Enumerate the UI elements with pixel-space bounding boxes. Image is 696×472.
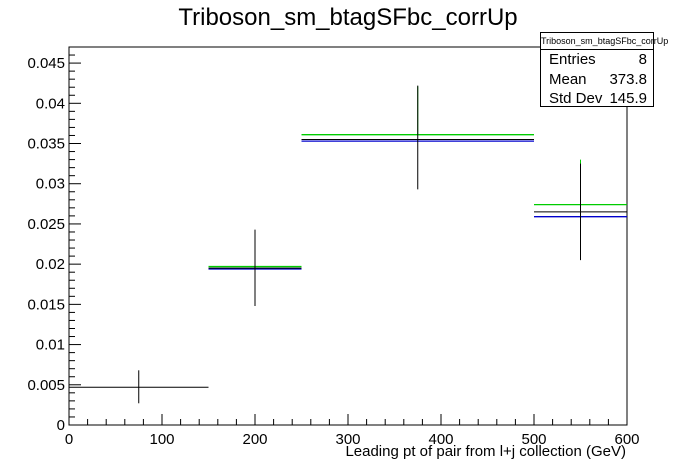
x-tick-label: 300 — [335, 431, 360, 448]
y-tick-label: 0.02 — [36, 256, 65, 273]
stats-std-row: Std Dev 145.9 — [541, 89, 653, 109]
y-tick-label: 0.015 — [27, 296, 65, 313]
y-tick-label: 0.005 — [27, 377, 65, 394]
stats-std-label: Std Dev — [549, 90, 603, 107]
y-tick-label: 0.035 — [27, 136, 65, 153]
y-tick-label: 0.045 — [27, 55, 65, 72]
stats-box: Triboson_sm_btagSFbc_corrUp Entries 8 Me… — [540, 32, 668, 109]
x-axis-label: Leading pt of pair from l+j collection (… — [345, 443, 626, 460]
y-tick-label: 0.01 — [36, 337, 65, 354]
stats-std-value: 145.9 — [609, 90, 647, 107]
x-tick-label: 0 — [65, 431, 73, 448]
stats-mean-value: 373.8 — [609, 70, 647, 88]
chart-title: Triboson_sm_btagSFbc_corrUp — [178, 4, 518, 31]
y-tick-label: 0.04 — [36, 95, 65, 112]
x-tick-label: 600 — [614, 431, 639, 448]
stats-mean-row: Mean 373.8 — [541, 70, 653, 90]
x-tick-label: 400 — [428, 431, 453, 448]
stats-entries-label: Entries — [549, 51, 596, 68]
stats-mean-label: Mean — [549, 70, 587, 88]
x-tick-label: 100 — [149, 431, 174, 448]
stats-entries-value: 8 — [638, 51, 647, 68]
y-tick-label: 0.03 — [36, 176, 65, 193]
x-tick-label: 200 — [242, 431, 267, 448]
stats-entries-row: Entries 8 — [541, 50, 653, 70]
x-tick-label: 500 — [521, 431, 546, 448]
y-tick-label: 0.025 — [27, 216, 65, 233]
y-tick-label: 0 — [57, 417, 65, 434]
stats-histogram-name: Triboson_sm_btagSFbc_corrUp — [541, 33, 668, 50]
